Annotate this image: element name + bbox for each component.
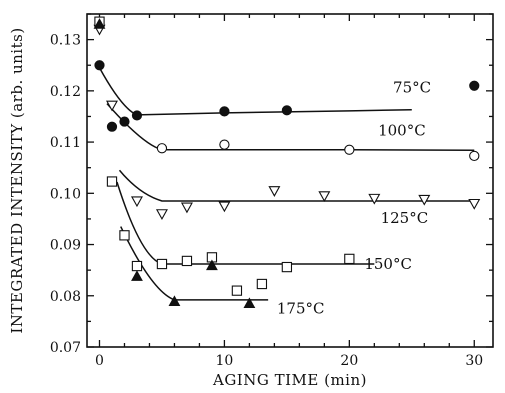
data-point-125c: [268, 186, 281, 197]
data-point-175c: [243, 297, 256, 309]
data-point-150c: [344, 253, 355, 265]
y-tick-label: 0.08: [50, 289, 81, 305]
data-point-150c: [231, 285, 243, 296]
series-label: 75°C: [393, 78, 431, 96]
series-label: 100°C: [378, 121, 426, 139]
data-point-100c: [469, 150, 480, 162]
data-points: [93, 16, 481, 309]
data-point-175c: [131, 270, 143, 281]
data-point-175c: [206, 259, 218, 271]
x-tick-label: 30: [465, 353, 483, 369]
y-axis-title: INTEGRATED INTENSITY (arb. units): [8, 27, 26, 333]
data-point-175c: [168, 295, 181, 306]
data-point-75c: [106, 121, 118, 132]
x-tick-label: 0: [95, 353, 104, 369]
x-axis-title: AGING TIME (min): [212, 371, 367, 389]
fit-curve-150c: [116, 181, 375, 265]
data-point-150c: [256, 278, 268, 290]
series-labels: 75°C 100°C 125°C 150°C 175°C: [277, 78, 431, 317]
plot-border: [86, 13, 494, 348]
data-point-100c: [156, 143, 168, 154]
data-point-150c: [181, 255, 193, 267]
data-point-175c: [93, 18, 106, 29]
series-label: 125°C: [381, 209, 429, 227]
data-point-75c: [119, 116, 130, 127]
data-point-75c: [94, 60, 105, 71]
data-point-125c: [318, 191, 331, 203]
data-point-125c: [368, 193, 381, 205]
data-point-125c: [155, 209, 168, 220]
y-tick-label: 0.09: [50, 238, 81, 254]
data-point-100c: [344, 144, 355, 155]
series-label: 175°C: [277, 300, 325, 318]
fit-curve-175c: [120, 226, 269, 301]
data-point-150c: [106, 176, 118, 187]
fit-curve-75c: [98, 67, 412, 116]
data-point-75c: [281, 105, 292, 116]
data-point-125c: [130, 196, 143, 208]
data-point-125c: [468, 198, 481, 210]
y-tick-label: 0.12: [50, 84, 81, 100]
data-point-125c: [218, 201, 231, 213]
data-point-125c: [418, 194, 431, 206]
data-point-150c: [131, 260, 143, 272]
data-point-75c: [219, 106, 230, 117]
y-tick-label: 0.10: [50, 186, 81, 202]
data-point-150c: [281, 261, 293, 273]
data-point-150c: [156, 258, 168, 270]
data-point-125c: [180, 202, 193, 214]
x-tick-label: 20: [340, 353, 358, 369]
y-tick-label: 0.07: [50, 340, 81, 356]
data-point-100c: [219, 139, 230, 150]
data-point-75c: [469, 80, 480, 91]
axis-ticks: 0.07 0.08 0.09 0.10 0.11 0.12 0.13 0 10 20 30: [50, 13, 493, 369]
y-tick-label: 0.13: [50, 33, 81, 49]
y-tick-label: 0.11: [50, 135, 81, 151]
data-point-75c: [131, 110, 143, 121]
fit-curve-100c: [106, 103, 475, 152]
fit-curve-125c: [118, 169, 475, 202]
x-tick-label: 10: [216, 353, 234, 369]
axis-titles: AGING TIME (min) INTEGRATED INTENSITY (ar…: [8, 27, 367, 389]
data-point-125c: [105, 100, 118, 112]
data-point-150c: [119, 230, 130, 241]
plot-frame: [86, 13, 494, 348]
series-label: 150°C: [364, 255, 412, 273]
